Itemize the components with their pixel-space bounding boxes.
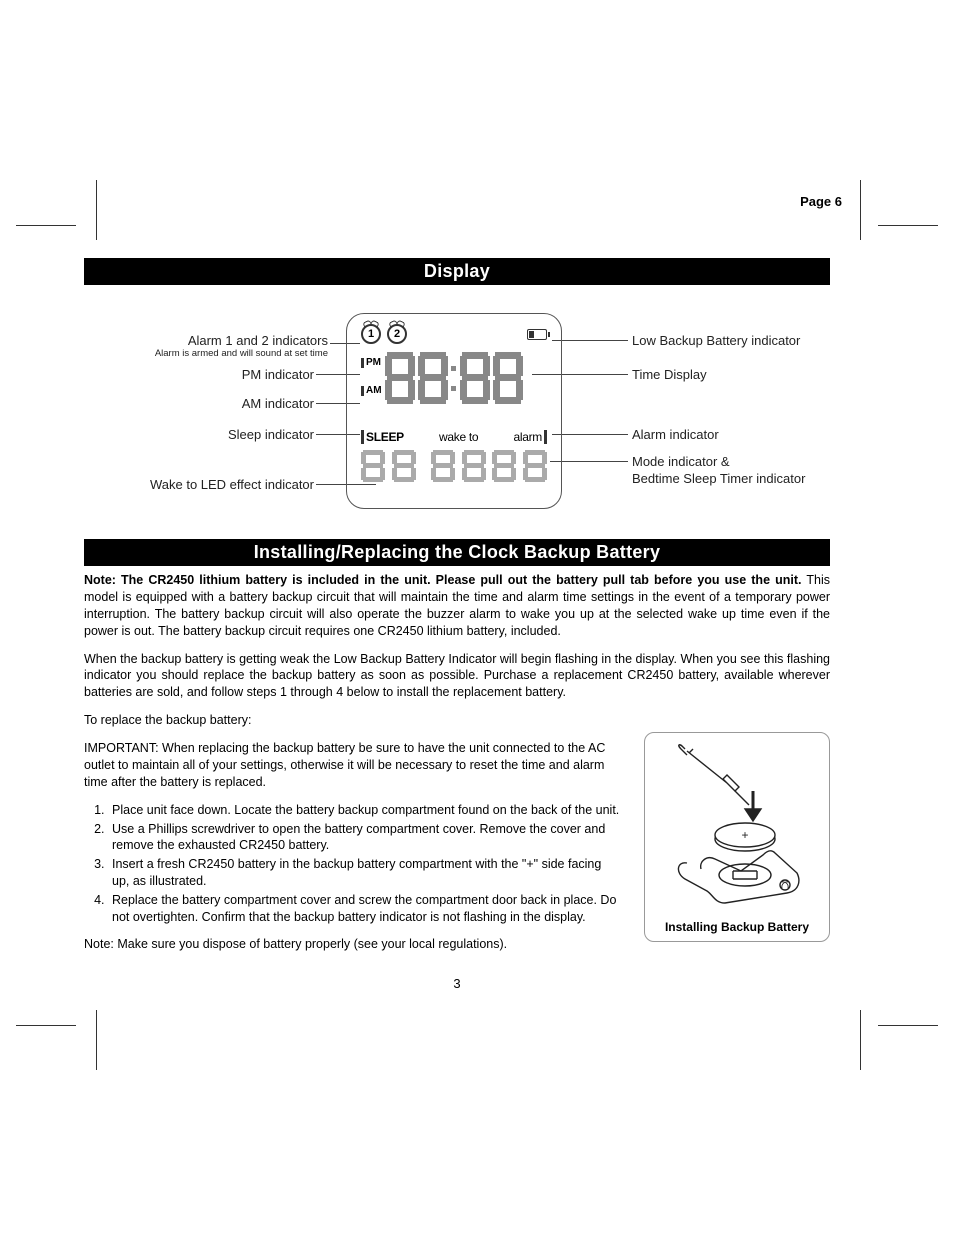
battery-step: Place unit face down. Locate the battery… bbox=[108, 802, 622, 819]
label-mode-line1: Mode indicator & bbox=[632, 454, 730, 469]
battery-note-para: Note: The CR2450 lithium battery is incl… bbox=[84, 572, 830, 640]
alarm1-icon: 1 bbox=[361, 324, 381, 344]
alarm2-icon: 2 bbox=[387, 324, 407, 344]
label-pm: PM indicator bbox=[84, 367, 314, 382]
label-mode-indicator: Mode indicator & Bedtime Sleep Timer ind… bbox=[632, 454, 805, 488]
mode-digits bbox=[361, 450, 547, 482]
leader-line bbox=[552, 340, 628, 341]
label-alarm12-text: Alarm 1 and 2 indicators bbox=[188, 333, 328, 348]
label-sleep: Sleep indicator bbox=[84, 427, 314, 442]
page-number: 3 bbox=[84, 976, 830, 991]
page-corner-label: Page 6 bbox=[800, 194, 842, 209]
label-time-display: Time Display bbox=[632, 367, 707, 382]
label-alarm12: Alarm 1 and 2 indicators Alarm is armed … bbox=[84, 333, 328, 359]
wake-to-text: wake to bbox=[439, 430, 478, 444]
label-alarm12-sub: Alarm is armed and will sound at set tim… bbox=[84, 348, 328, 359]
crop-mark bbox=[16, 225, 76, 226]
section-battery-heading: Installing/Replacing the Clock Backup Ba… bbox=[84, 539, 830, 566]
label-mode-line2: Bedtime Sleep Timer indicator bbox=[632, 471, 805, 486]
pm-text: PM bbox=[361, 358, 382, 368]
svg-text:+: + bbox=[741, 828, 748, 842]
leader-line bbox=[552, 434, 628, 435]
crop-mark bbox=[878, 225, 938, 226]
battery-step: Replace the battery compartment cover an… bbox=[108, 892, 622, 926]
battery-step: Insert a fresh CR2450 battery in the bac… bbox=[108, 856, 622, 890]
crop-mark bbox=[878, 1025, 938, 1026]
alarm-text: alarm bbox=[513, 430, 547, 444]
battery-para3: To replace the backup battery: bbox=[84, 712, 830, 729]
label-alarm-indicator: Alarm indicator bbox=[632, 427, 719, 442]
crop-mark bbox=[96, 180, 97, 240]
crop-mark bbox=[860, 1010, 861, 1070]
battery-icon bbox=[527, 329, 547, 340]
label-am: AM indicator bbox=[84, 396, 314, 411]
crop-mark bbox=[96, 1010, 97, 1070]
section-display-heading: Display bbox=[84, 258, 830, 285]
display-panel: 1 2 PM AM SLEEP wake to alarm bbox=[346, 313, 562, 509]
label-low-batt: Low Backup Battery indicator bbox=[632, 333, 800, 348]
figure-caption: Installing Backup Battery bbox=[655, 919, 819, 935]
crop-mark bbox=[16, 1025, 76, 1026]
battery-install-illustration: + bbox=[657, 743, 817, 913]
battery-para5: Note: Make sure you dispose of battery p… bbox=[84, 936, 622, 953]
am-text: AM bbox=[361, 386, 382, 396]
time-digits bbox=[385, 352, 523, 404]
battery-steps-list: Place unit face down. Locate the battery… bbox=[84, 802, 622, 926]
battery-para4: IMPORTANT: When replacing the backup bat… bbox=[84, 740, 622, 791]
sleep-text: SLEEP bbox=[361, 430, 404, 444]
battery-para2: When the backup battery is getting weak … bbox=[84, 651, 830, 702]
display-diagram: Alarm 1 and 2 indicators Alarm is armed … bbox=[84, 301, 830, 529]
battery-body: Note: The CR2450 lithium battery is incl… bbox=[84, 572, 830, 964]
battery-step: Use a Phillips screwdriver to open the b… bbox=[108, 821, 622, 855]
battery-figure: + Installing Backup Battery bbox=[644, 732, 830, 942]
crop-mark bbox=[860, 180, 861, 240]
battery-note-bold: Note: The CR2450 lithium battery is incl… bbox=[84, 573, 802, 587]
label-wake-led: Wake to LED effect indicator bbox=[84, 477, 314, 492]
